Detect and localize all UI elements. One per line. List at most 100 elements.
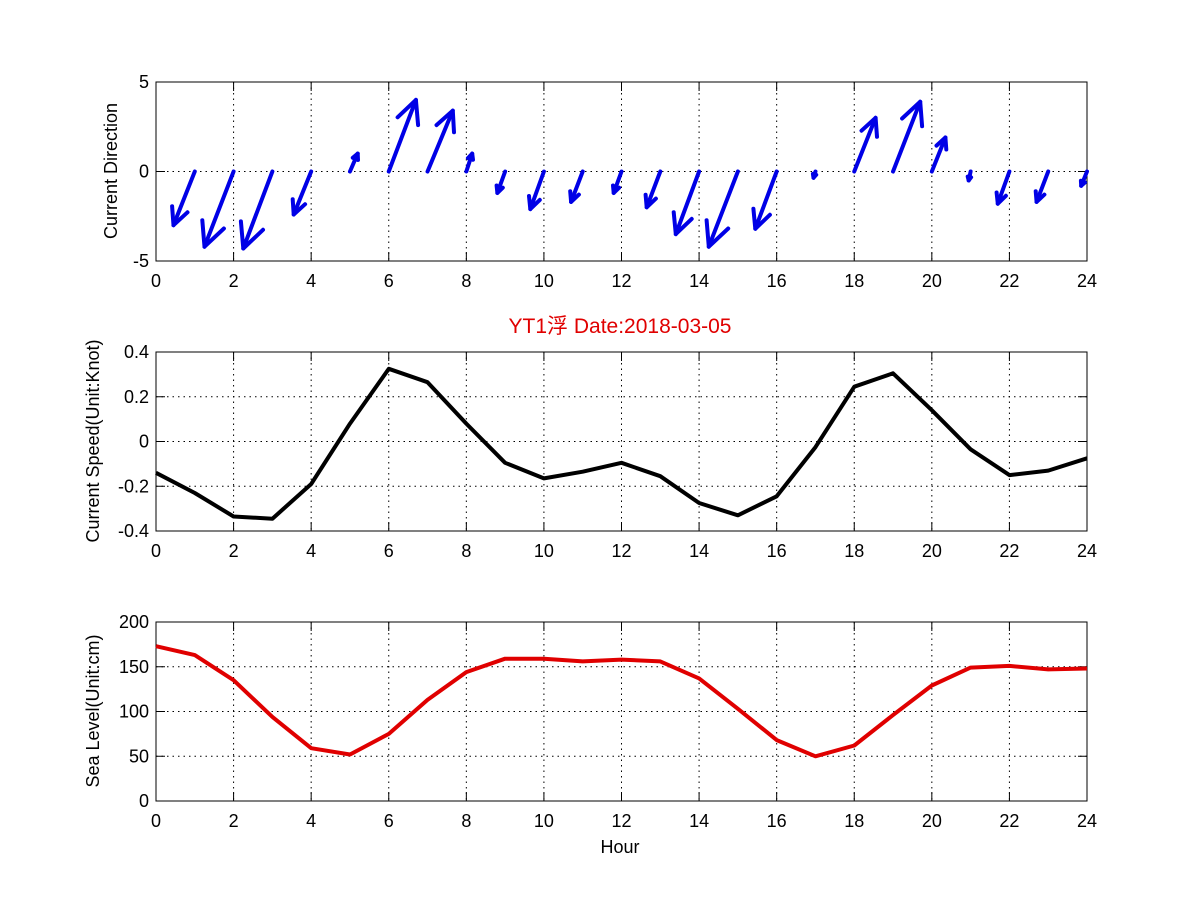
current-arrow [527, 169, 546, 212]
arrow-shaft [171, 169, 197, 228]
arrow-shaft [753, 169, 779, 231]
x-tick-label: 22 [999, 811, 1019, 831]
x-tick-label: 14 [689, 271, 709, 291]
x-tick-label: 24 [1077, 541, 1097, 561]
data-layer [155, 366, 1088, 521]
x-tick-label: 16 [767, 541, 787, 561]
y-tick-label: 100 [119, 702, 149, 722]
hour-xlabel: Hour [600, 837, 639, 857]
x-tick-label: 10 [534, 541, 554, 561]
arrow-head [1078, 178, 1087, 188]
current-arrow [994, 169, 1012, 206]
current-arrow [611, 169, 624, 195]
current-arrow [290, 169, 314, 217]
x-tick-label: 18 [844, 811, 864, 831]
current-direction-ylabel: Current Direction [101, 103, 121, 239]
x-tick-label: 4 [306, 271, 316, 291]
current-arrow [170, 169, 197, 228]
x-tick-label: 12 [611, 271, 631, 291]
arrow-shaft [706, 169, 740, 249]
current-arrow [386, 97, 421, 174]
arrow-shaft [673, 169, 702, 237]
arrow-shaft [569, 169, 585, 204]
y-tick-label: 0.4 [124, 342, 149, 362]
y-tick-label: -0.4 [118, 521, 149, 541]
x-tick-label: 8 [461, 811, 471, 831]
x-tick-label: 18 [844, 541, 864, 561]
y-tick-label: 0 [139, 162, 149, 182]
arrow-head [643, 192, 658, 210]
current-direction-axes: Current Direction 0 2 4 6 8 10 12 14 16 18 20 22 24-… [101, 72, 1097, 291]
arrow-shaft [241, 169, 275, 251]
arrow-shaft [852, 115, 878, 174]
y-tick-label: 150 [119, 657, 149, 677]
current-speed-axes: Current Speed(Unit:Knot) 0 2 4 6 8 10 12 14 16 18… [83, 339, 1097, 561]
y-tick-label: 0.2 [124, 387, 149, 407]
y-tick-label: -0.2 [118, 476, 149, 496]
x-tick-label: 10 [534, 811, 554, 831]
x-tick-label: 24 [1077, 271, 1097, 291]
x-tick-label: 10 [534, 271, 554, 291]
x-tick-label: 8 [461, 541, 471, 561]
x-tick-label: 2 [229, 811, 239, 831]
x-tick-label: 8 [461, 271, 471, 291]
x-tick-label: 0 [151, 541, 161, 561]
x-tick-label: 6 [384, 541, 394, 561]
current-arrow [1078, 169, 1089, 188]
current-arrow [810, 169, 819, 180]
current-speed-ylabel: Current Speed(Unit:Knot) [83, 339, 103, 542]
arrow-head [704, 218, 731, 249]
x-tick-label: 22 [999, 271, 1019, 291]
x-tick-label: 20 [922, 271, 942, 291]
arrow-head [170, 204, 190, 228]
sea-level-ylabel: Sea Level(Unit:cm) [83, 634, 103, 787]
arrow-head [1033, 189, 1047, 204]
arrow-head [934, 135, 949, 152]
y-tick-label: 0 [139, 432, 149, 452]
arrow-head [434, 108, 456, 135]
x-tick-label: 24 [1077, 811, 1097, 831]
x-tick-label: 12 [611, 811, 631, 831]
x-tick-label: 12 [611, 541, 631, 561]
x-tick-label: 6 [384, 811, 394, 831]
current-arrow [965, 169, 974, 183]
current-arrow [568, 169, 585, 204]
x-tick-label: 16 [767, 811, 787, 831]
current-arrow [494, 169, 508, 195]
current-arrow [704, 169, 740, 249]
current-arrow [200, 169, 236, 249]
x-tick-label: 18 [844, 271, 864, 291]
current-arrow [238, 169, 275, 251]
x-tick-label: 0 [151, 811, 161, 831]
arrow-shaft [644, 169, 663, 210]
current-arrow [464, 151, 475, 174]
arrow-head [568, 189, 581, 204]
x-tick-label: 2 [229, 271, 239, 291]
arrow-head [238, 219, 265, 251]
chart-title: YT1浮 Date:2018-03-05 [509, 315, 732, 338]
arrow-head [350, 151, 360, 162]
arrow-head [965, 174, 974, 183]
x-tick-label: 16 [767, 271, 787, 291]
x-tick-label: 14 [689, 811, 709, 831]
x-tick-label: 20 [922, 541, 942, 561]
y-tick-label: 0 [139, 791, 149, 811]
arrow-shaft [386, 97, 418, 174]
y-tick-label: -5 [133, 251, 149, 271]
arrow-shaft [929, 135, 948, 174]
arrow-head [465, 151, 475, 162]
data-layer [170, 97, 1089, 251]
current-arrow [425, 108, 456, 174]
current-arrow [643, 169, 663, 210]
current-arrow [891, 99, 925, 174]
arrow-shaft [891, 99, 923, 174]
arrow-head [395, 97, 421, 128]
x-tick-label: 20 [922, 811, 942, 831]
x-tick-label: 0 [151, 271, 161, 291]
sea-level-axes: Sea Level(Unit:cm) Hour 0 2 4 6 8 10 12 14 16 18 2… [83, 612, 1097, 857]
arrow-head [290, 197, 308, 217]
data-layer [155, 644, 1088, 759]
arrow-shaft [202, 169, 236, 249]
arrow-shaft [995, 169, 1012, 206]
